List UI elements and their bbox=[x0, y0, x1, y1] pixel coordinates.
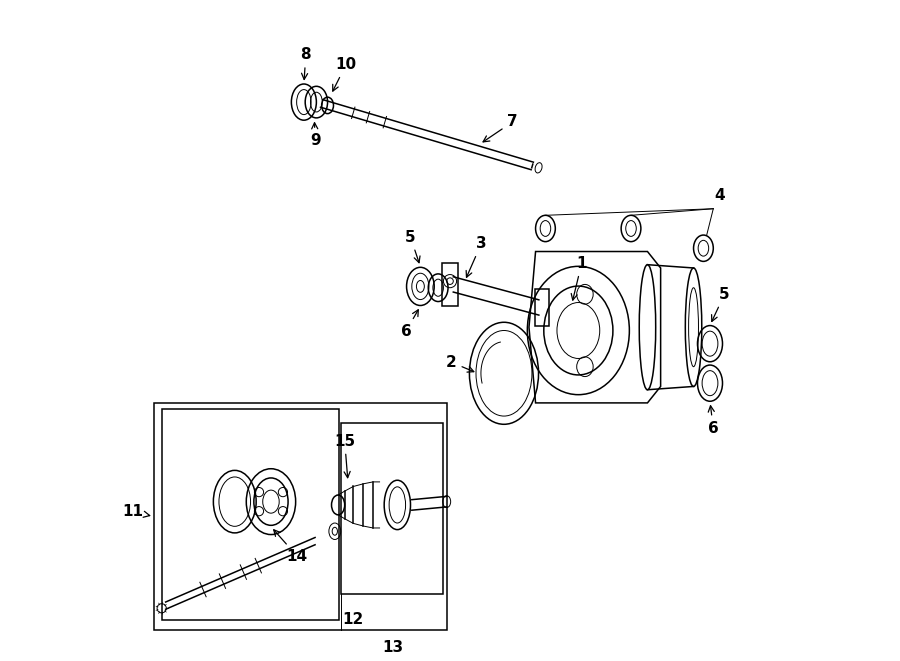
Text: 15: 15 bbox=[334, 434, 356, 478]
Text: 9: 9 bbox=[310, 123, 320, 148]
Text: 3: 3 bbox=[466, 236, 487, 278]
Bar bbox=[535, 290, 549, 326]
Text: 1: 1 bbox=[572, 256, 587, 300]
Text: 8: 8 bbox=[301, 48, 311, 79]
Text: 11: 11 bbox=[122, 504, 149, 520]
Bar bbox=[442, 263, 458, 306]
Bar bbox=[154, 403, 446, 630]
Text: 5: 5 bbox=[712, 287, 730, 321]
Text: 2: 2 bbox=[446, 355, 473, 372]
Text: 12: 12 bbox=[343, 611, 364, 627]
Text: 6: 6 bbox=[708, 406, 719, 436]
Text: 10: 10 bbox=[333, 58, 356, 91]
Text: 14: 14 bbox=[274, 529, 308, 564]
Text: 6: 6 bbox=[400, 310, 418, 339]
Text: 5: 5 bbox=[405, 229, 420, 262]
Text: 7: 7 bbox=[483, 114, 518, 142]
Text: 4: 4 bbox=[715, 188, 725, 203]
Bar bbox=[341, 422, 444, 594]
Bar bbox=[162, 409, 339, 620]
Text: 13: 13 bbox=[382, 640, 403, 655]
